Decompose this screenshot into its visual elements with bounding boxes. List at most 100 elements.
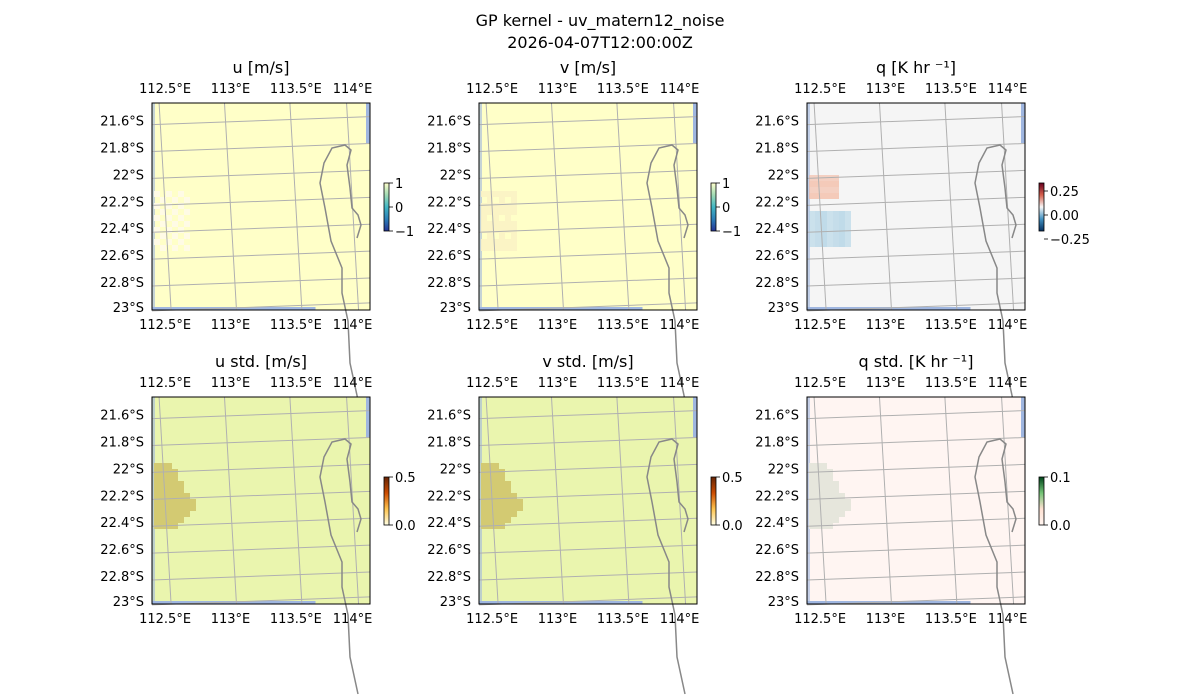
- anomaly-cell: [493, 245, 499, 251]
- anomaly-warm-cell: [821, 193, 827, 199]
- anomaly-cell: [487, 221, 493, 227]
- gridline: [478, 571, 698, 581]
- gridline: [478, 143, 698, 153]
- colorbar-tick-label: 0.0: [395, 519, 416, 534]
- anomaly-cell: [184, 493, 190, 499]
- anomaly-cell: [160, 517, 166, 523]
- gridline: [806, 544, 1026, 554]
- y-tick-label: 23°S: [440, 595, 471, 610]
- anomaly-cell: [487, 517, 493, 523]
- gridline: [478, 437, 698, 447]
- colorbar-tick-label: 0.5: [395, 471, 416, 486]
- anomaly-cell: [172, 511, 178, 517]
- x-tick-label-top: 113.5°E: [270, 376, 322, 391]
- anomaly-warm-cell: [827, 193, 833, 199]
- gridline: [151, 571, 371, 581]
- anomaly-cell: [839, 493, 845, 499]
- map-panel-us: u std. [m/s] 112.5°E 112.5°E 113°E 113°E 113.…: [100, 352, 416, 695]
- colorbar: 0.1 0.0: [1038, 471, 1071, 534]
- anomaly-cell: [493, 493, 499, 499]
- gridline: [151, 223, 371, 233]
- map-panel-q: q [K hr ⁻¹] 112.5°E 112.5°E 113°E 113°E 113.5…: [755, 58, 1090, 401]
- gridline: [806, 277, 1026, 287]
- x-tick-label-top: 112.5°E: [466, 376, 518, 391]
- x-tick-label-top: 114°E: [988, 82, 1028, 97]
- anomaly-cool-cell: [839, 229, 845, 235]
- y-tick-label: 23°S: [768, 301, 799, 316]
- y-tick-label: 22°S: [113, 168, 144, 183]
- anomaly-cool-cell: [821, 241, 827, 247]
- anomaly-cell: [184, 499, 190, 505]
- anomaly-cell: [481, 221, 487, 227]
- anomaly-cell: [160, 487, 166, 493]
- x-tick-label-top: 114°E: [660, 82, 700, 97]
- colorbar-tick-label: 0: [395, 201, 403, 216]
- anomaly-cell: [505, 227, 511, 233]
- anomaly-cell: [815, 487, 821, 493]
- anomaly-cell: [505, 499, 511, 505]
- anomaly-cell: [154, 475, 160, 481]
- y-tick-label: 21.6°S: [427, 115, 471, 130]
- anomaly-cell: [505, 203, 511, 209]
- anomaly-cell: [499, 505, 505, 511]
- anomaly-cell: [481, 191, 487, 197]
- anomaly-cell: [172, 245, 178, 251]
- colorbar: 0.5 0.0: [710, 471, 743, 534]
- gridline: [806, 223, 1026, 233]
- anomaly-cell: [481, 505, 487, 511]
- ocean-edge: [807, 307, 971, 310]
- colorbar: 1 0 −1: [710, 177, 741, 240]
- anomaly-cell: [487, 505, 493, 511]
- y-tick-label: 22.4°S: [427, 222, 471, 237]
- anomaly-cell: [487, 245, 493, 251]
- anomaly-cell: [166, 475, 172, 481]
- anomaly-cell: [166, 505, 172, 511]
- anomaly-cell: [499, 517, 505, 523]
- gridline: [485, 396, 499, 605]
- x-tick-label-bottom: 114°E: [988, 612, 1028, 627]
- x-tick-label-top: 114°E: [333, 376, 373, 391]
- anomaly-cell: [481, 245, 487, 251]
- figure-title: GP kernel - uv_matern12_noise: [475, 11, 725, 30]
- anomaly-cell: [833, 481, 839, 487]
- x-tick-label-bottom: 112.5°E: [794, 318, 846, 333]
- gridline: [806, 116, 1026, 126]
- anomaly-cell: [511, 499, 517, 505]
- gridline: [806, 196, 1026, 206]
- panel-title: q std. [K hr ⁻¹]: [859, 352, 974, 371]
- colorbar-bar: [710, 476, 717, 526]
- anomaly-cell: [160, 233, 166, 239]
- anomaly-cell: [190, 505, 196, 511]
- panel-title: v [m/s]: [560, 58, 616, 77]
- anomaly-cell: [845, 505, 851, 511]
- anomaly-cell: [166, 227, 172, 233]
- anomaly-cell: [166, 499, 172, 505]
- colorbar-bar: [1038, 476, 1045, 526]
- anomaly-cool-cell: [809, 235, 815, 241]
- colorbar-bar: [383, 476, 390, 526]
- anomaly-cell: [154, 493, 160, 499]
- anomaly-cell: [487, 227, 493, 233]
- y-tick-label: 21.8°S: [100, 436, 144, 451]
- x-tick-label-top: 112.5°E: [139, 82, 191, 97]
- y-tick-label: 21.6°S: [755, 409, 799, 424]
- anomaly-cell: [499, 481, 505, 487]
- gridline: [806, 490, 1026, 500]
- anomaly-cell: [827, 517, 833, 523]
- anomaly-cool-cell: [809, 223, 815, 229]
- figure-subtitle: 2026-04-07T12:00:00Z: [507, 33, 693, 52]
- anomaly-cell: [160, 221, 166, 227]
- x-tick-label-bottom: 112.5°E: [139, 318, 191, 333]
- anomaly-cell: [172, 523, 178, 529]
- gridline: [485, 102, 499, 311]
- anomaly-cell: [505, 221, 511, 227]
- anomaly-cell: [172, 233, 178, 239]
- coastline: [646, 438, 689, 695]
- anomaly-cell: [821, 517, 827, 523]
- anomaly-cool-cell: [815, 223, 821, 229]
- ocean-edge: [1021, 397, 1025, 437]
- x-tick-label-top: 113°E: [211, 82, 251, 97]
- gridline: [806, 143, 1026, 153]
- anomaly-cell: [505, 517, 511, 523]
- y-tick-label: 22.6°S: [427, 543, 471, 558]
